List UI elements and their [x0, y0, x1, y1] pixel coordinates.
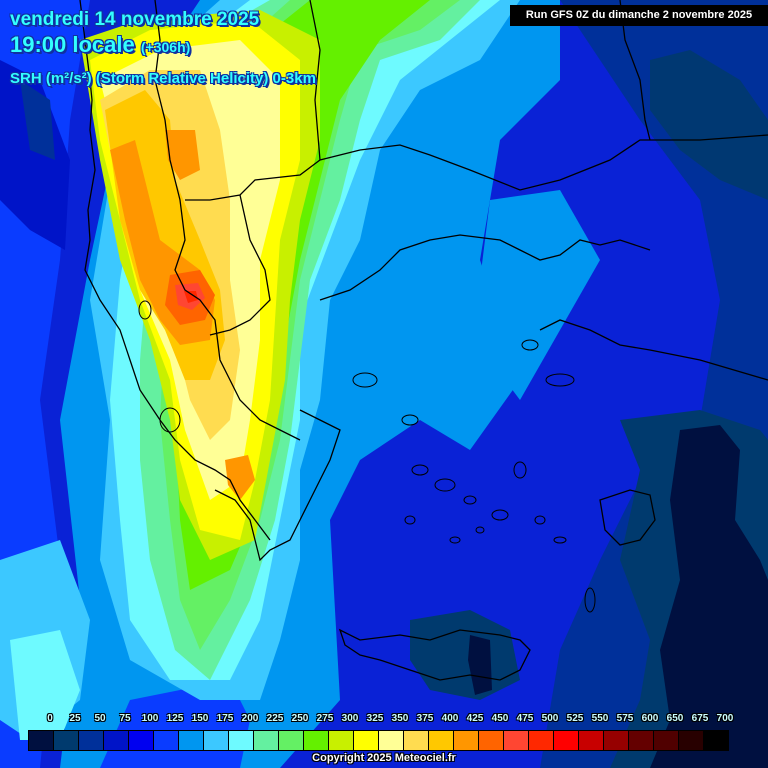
color-scale-tick: 75 — [119, 713, 131, 724]
color-swatch — [354, 731, 379, 750]
color-scale-tick: 200 — [241, 713, 259, 724]
color-swatch — [454, 731, 479, 750]
color-swatch — [529, 731, 554, 750]
color-scale-tick: 700 — [716, 713, 734, 724]
color-scale-tick: 500 — [541, 713, 559, 724]
color-scale-tick: 300 — [341, 713, 359, 724]
color-scale-tick: 0 — [47, 713, 53, 724]
color-swatch — [204, 731, 229, 750]
color-swatch — [254, 731, 279, 750]
color-scale-ticks: 0 25 50 75 100 125 150 175 200 225 250 275 300 325 350… — [28, 710, 733, 726]
color-swatch — [429, 731, 454, 750]
color-scale-tick: 650 — [666, 713, 684, 724]
color-swatch — [679, 731, 704, 750]
color-scale-tick: 575 — [616, 713, 634, 724]
color-scale-tick: 450 — [491, 713, 509, 724]
color-swatch — [329, 731, 354, 750]
color-swatch — [129, 731, 154, 750]
color-scale-tick: 475 — [516, 713, 534, 724]
color-scale-bar — [28, 730, 729, 751]
color-scale-tick: 100 — [141, 713, 159, 724]
color-swatch — [79, 731, 104, 750]
color-swatch — [479, 731, 504, 750]
color-scale-tick: 600 — [641, 713, 659, 724]
color-scale-tick: 550 — [591, 713, 609, 724]
color-swatch — [229, 731, 254, 750]
color-swatch — [704, 731, 728, 750]
color-scale-tick: 250 — [291, 713, 309, 724]
color-scale-tick: 25 — [69, 713, 81, 724]
color-swatch — [554, 731, 579, 750]
color-scale-tick: 50 — [94, 713, 106, 724]
color-scale-tick: 225 — [266, 713, 284, 724]
forecast-lead-time: (+306h) — [140, 39, 191, 55]
forecast-local-time: 19:00 locale — [10, 32, 135, 57]
color-swatch — [379, 731, 404, 750]
color-swatch — [404, 731, 429, 750]
color-swatch — [604, 731, 629, 750]
color-scale-tick: 175 — [216, 713, 234, 724]
color-swatch — [654, 731, 679, 750]
forecast-time: 19:00 locale (+306h) — [10, 32, 190, 58]
copyright-notice: Copyright 2025 Meteociel.fr — [312, 752, 456, 764]
color-swatch — [54, 731, 79, 750]
color-scale-tick: 150 — [191, 713, 209, 724]
color-scale-tick: 525 — [566, 713, 584, 724]
color-scale-legend: 0 25 50 75 100 125 150 175 200 225 250 275 300 325 350… — [28, 710, 733, 751]
color-scale-tick: 125 — [166, 713, 184, 724]
color-swatch — [304, 731, 329, 750]
color-swatch — [629, 731, 654, 750]
parameter-title: SRH (m²/s²) (Storm Relative Helicity) 0-… — [10, 70, 316, 87]
color-swatch — [154, 731, 179, 750]
color-scale-tick: 350 — [391, 713, 409, 724]
color-scale-tick: 400 — [441, 713, 459, 724]
model-run-banner: Run GFS 0Z du dimanche 2 novembre 2025 — [510, 5, 768, 26]
color-scale-tick: 675 — [691, 713, 709, 724]
color-swatch — [579, 731, 604, 750]
color-scale-tick: 375 — [416, 713, 434, 724]
color-scale-tick: 275 — [316, 713, 334, 724]
color-swatch — [279, 731, 304, 750]
color-scale-tick: 425 — [466, 713, 484, 724]
color-swatch — [179, 731, 204, 750]
forecast-date: vendredi 14 novembre 2025 — [10, 9, 260, 30]
color-scale-tick: 325 — [366, 713, 384, 724]
color-swatch — [29, 731, 54, 750]
color-swatch — [504, 731, 529, 750]
color-swatch — [104, 731, 129, 750]
